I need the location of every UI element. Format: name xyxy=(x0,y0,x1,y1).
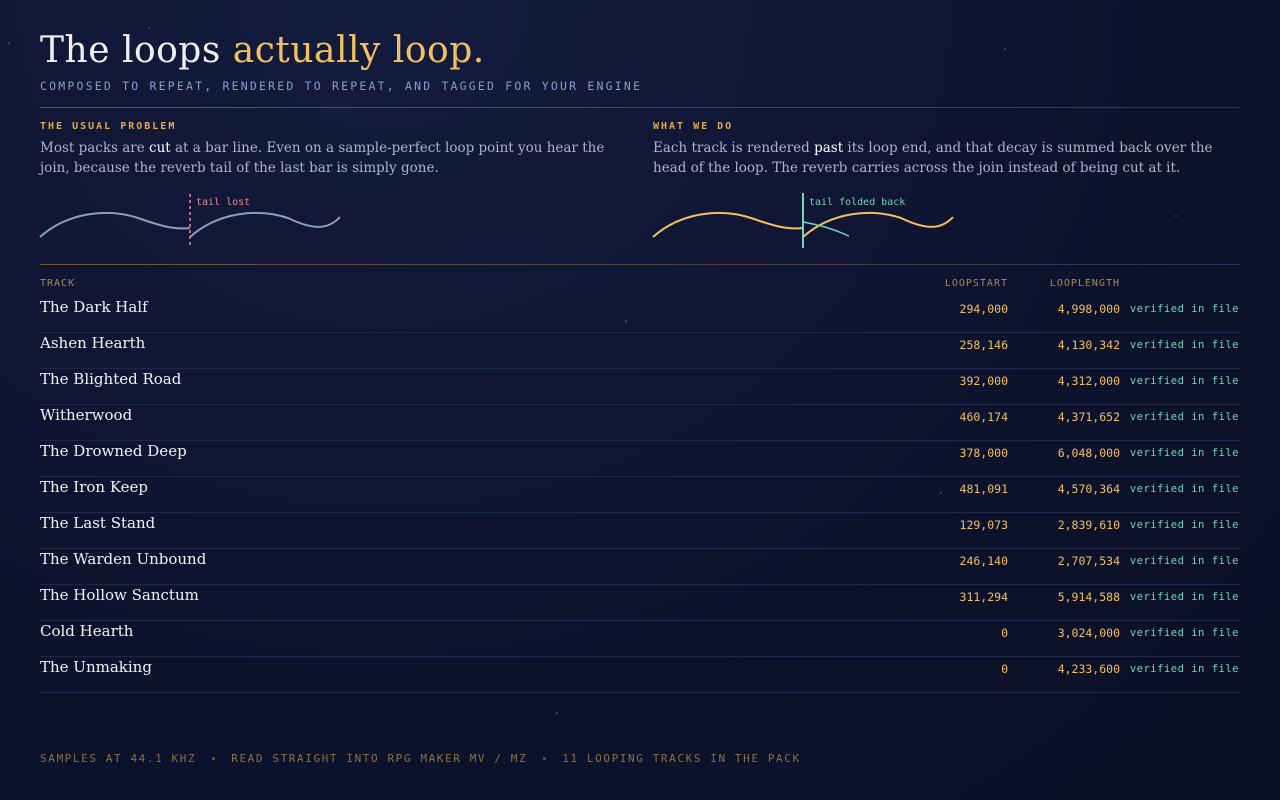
table-row: Cold Hearth 0 3,024,000 verified in file xyxy=(40,620,1240,657)
table-row: The Hollow Sanctum 311,294 5,914,588 verifi… xyxy=(40,584,1240,621)
status: verified in file xyxy=(1129,555,1239,567)
loop-length: 4,570,364 xyxy=(1057,482,1120,496)
status: verified in file xyxy=(1129,627,1239,639)
loop-start: 378,000 xyxy=(959,446,1008,460)
footer-item: 11 LOOPING TRACKS IN THE PACK xyxy=(562,752,801,765)
loop-length: 4,312,000 xyxy=(1057,374,1120,388)
table-row: The Drowned Deep 378,000 6,048,000 verified… xyxy=(40,440,1240,477)
status: verified in file xyxy=(1129,339,1239,351)
table-row: The Iron Keep 481,091 4,570,364 verified in… xyxy=(40,476,1240,513)
loop-length: 3,024,000 xyxy=(1057,626,1120,640)
track-name: The Iron Keep xyxy=(40,478,149,496)
wave xyxy=(39,211,191,238)
diagram-folded: tail folded back xyxy=(652,193,954,248)
status: verified in file xyxy=(1129,375,1239,387)
column-header: TRACK xyxy=(40,278,76,289)
track-name: The Dark Half xyxy=(40,298,148,316)
star xyxy=(625,320,627,322)
loop-length: 4,371,652 xyxy=(1057,410,1120,424)
column-header: LOOPSTART xyxy=(944,278,1008,289)
text: Each track is rendered xyxy=(653,140,815,156)
loop-start: 0 xyxy=(1001,626,1008,640)
table-row: The Last Stand 129,073 2,839,610 verified i… xyxy=(40,512,1240,549)
status: verified in file xyxy=(1129,519,1239,531)
subtitle: COMPOSED TO REPEAT, RENDERED TO REPEAT, … xyxy=(40,79,643,93)
section-label: WHAT WE DO xyxy=(653,121,734,132)
text: Most packs are xyxy=(40,140,150,156)
table-row: Witherwood 460,174 4,371,652 verified in fi… xyxy=(40,404,1240,441)
track-name: The Last Stand xyxy=(40,514,156,532)
loop-start: 311,294 xyxy=(959,590,1008,604)
wave xyxy=(652,211,804,238)
status: verified in file xyxy=(1129,303,1239,315)
diagram-label: tail folded back xyxy=(809,197,905,208)
diagram-cut: tail lost xyxy=(39,194,341,246)
track-name: Cold Hearth xyxy=(40,622,134,640)
loop-start: 294,000 xyxy=(959,302,1008,316)
track-name: The Drowned Deep xyxy=(40,442,187,460)
track-name: The Hollow Sanctum xyxy=(40,586,199,604)
loop-length: 4,233,600 xyxy=(1057,662,1120,676)
loop-start: 0 xyxy=(1001,662,1008,676)
status: verified in file xyxy=(1129,411,1239,423)
section-text: Most packs are cut at a bar line. Even o… xyxy=(40,138,630,178)
status: verified in file xyxy=(1129,447,1239,459)
star xyxy=(8,42,10,44)
footer-item: READ STRAIGHT INTO RPG MAKER MV / MZ xyxy=(231,752,528,765)
table-row: Ashen Hearth 258,146 4,130,342 verified in … xyxy=(40,332,1240,369)
loop-length: 5,914,588 xyxy=(1057,590,1120,604)
track-name: The Unmaking xyxy=(40,658,152,676)
separator xyxy=(212,757,216,760)
footer: SAMPLES AT 44.1 KHZ READ STRAIGHT INTO RP… xyxy=(40,752,801,765)
divider xyxy=(40,107,1240,108)
section-text: Each track is rendered past its loop end… xyxy=(653,138,1243,178)
problem-section: THE USUAL PROBLEM Most packs are cut at … xyxy=(40,121,630,178)
track-name: Witherwood xyxy=(40,406,133,424)
track-name: Ashen Hearth xyxy=(40,334,146,352)
track-name: The Blighted Road xyxy=(40,370,182,388)
star xyxy=(556,712,558,714)
title-text: The loops xyxy=(40,30,221,71)
tail xyxy=(802,221,850,237)
footer-item: SAMPLES AT 44.1 KHZ xyxy=(40,752,197,765)
text: its loop end, and that decay is summed b… xyxy=(653,140,1213,176)
emphasis: past xyxy=(814,140,844,156)
title: The loops actually loop. xyxy=(40,30,485,71)
loop-length: 2,839,610 xyxy=(1057,518,1120,532)
table-row: The Warden Unbound 246,140 2,707,534 verifi… xyxy=(40,548,1240,585)
star xyxy=(1175,215,1177,217)
table-row: The Unmaking 0 4,233,600 verified in file xyxy=(40,656,1240,693)
loop-start: 392,000 xyxy=(959,374,1008,388)
loop-length: 6,048,000 xyxy=(1057,446,1120,460)
status: verified in file xyxy=(1129,591,1239,603)
wave xyxy=(189,211,341,238)
column-header: LOOPLENGTH xyxy=(1049,278,1120,289)
loop-length: 4,998,000 xyxy=(1057,302,1120,316)
track-name: The Warden Unbound xyxy=(40,550,207,568)
loop-start: 258,146 xyxy=(959,338,1008,352)
status: verified in file xyxy=(1129,483,1239,495)
status: verified in file xyxy=(1129,663,1239,675)
wave xyxy=(802,211,954,238)
table-row: The Blighted Road 392,000 4,312,000 verifie… xyxy=(40,368,1240,405)
loop-start: 129,073 xyxy=(959,518,1008,532)
solution-section: WHAT WE DO Each track is rendered past i… xyxy=(653,121,1243,178)
star xyxy=(940,492,942,494)
diagram-label: tail lost xyxy=(196,197,250,208)
section-label: THE USUAL PROBLEM xyxy=(40,121,177,132)
star xyxy=(148,27,150,29)
title-accent: actually loop. xyxy=(232,30,485,71)
text: at a bar line. Even on a sample-perfect … xyxy=(40,140,605,176)
loop-start: 246,140 xyxy=(959,554,1008,568)
separator xyxy=(543,757,547,760)
divider xyxy=(40,264,1240,265)
loop-start: 481,091 xyxy=(959,482,1008,496)
loop-length: 4,130,342 xyxy=(1057,338,1120,352)
loop-length: 2,707,534 xyxy=(1057,554,1120,568)
table-row: The Dark Half 294,000 4,998,000 verified in… xyxy=(40,296,1240,333)
emphasis: cut xyxy=(149,140,171,156)
loop-start: 460,174 xyxy=(959,410,1008,424)
star xyxy=(1004,48,1006,50)
